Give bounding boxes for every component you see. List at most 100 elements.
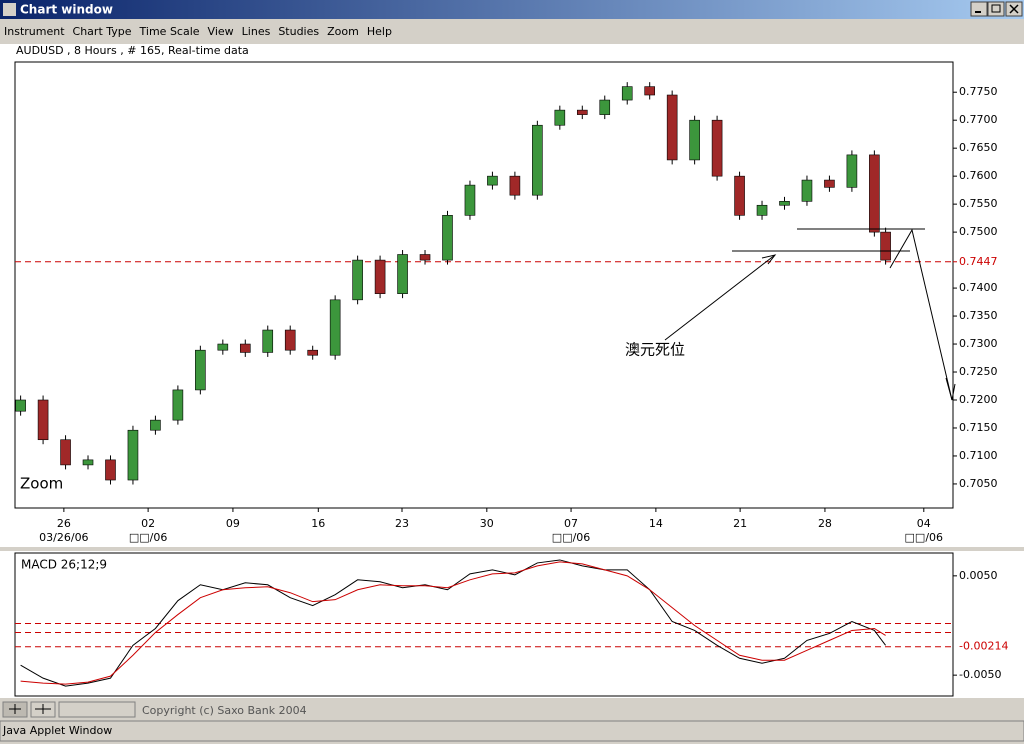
price-chart: AUDUSD , 8 Hours , # 165, Real-time data… [15, 44, 998, 544]
candle-body [105, 459, 116, 481]
menu-item[interactable]: Help [367, 25, 392, 38]
plot-frame [14, 61, 954, 509]
icon [9, 704, 51, 714]
y-tick-label: 0.7350 [959, 309, 998, 322]
candle-body [734, 175, 745, 216]
menu-item[interactable]: Studies [278, 25, 319, 38]
candle-body [801, 179, 813, 202]
y-tick-label: 0.7650 [959, 141, 998, 154]
y-tick-label: -0.0050 [959, 668, 1001, 681]
candle-body [60, 439, 71, 466]
icon [991, 4, 1001, 13]
candle-body [621, 86, 633, 101]
candle-body [37, 399, 49, 441]
minimize-button[interactable] [970, 1, 988, 17]
level-label: -0.00214 [959, 640, 1008, 653]
chart-title: MACD 26;12;9 [21, 558, 107, 572]
menu-bar [0, 22, 1024, 42]
candle-body [239, 343, 251, 353]
candle-body [644, 86, 655, 96]
projection-line [889, 228, 953, 401]
icon [1009, 4, 1019, 14]
y-tick-label: 0.0050 [959, 569, 998, 582]
macd-line [20, 559, 886, 687]
candle-body [195, 349, 206, 391]
candle-body [397, 254, 408, 294]
maximize-button[interactable] [987, 1, 1005, 17]
toolbar [0, 700, 1024, 720]
app-icon [3, 3, 16, 16]
copyright: Copyright (c) Saxo Bank 2004 [142, 704, 307, 717]
candle-body [15, 399, 26, 412]
candle-body [82, 459, 94, 466]
menu-item[interactable]: Chart Type [73, 25, 132, 38]
plot-frame [14, 552, 954, 697]
status-text: Java Applet Window [2, 724, 112, 737]
x-tick-label: 23 [395, 517, 409, 530]
candle-body [217, 343, 229, 351]
y-tick-label: 0.7550 [959, 197, 998, 210]
menu-item[interactable]: Zoom [327, 25, 359, 38]
menu-item[interactable]: View [208, 25, 234, 38]
reference-label: 0.7447 [959, 255, 998, 268]
candle-body [711, 119, 723, 177]
candle-body [464, 184, 476, 216]
window-controls[interactable] [970, 1, 1023, 17]
menu: Instrument Chart Type Time Scale View Lines S… [4, 25, 392, 38]
window-title: Chart window [20, 3, 113, 17]
zoom-label: Zoom [20, 475, 63, 493]
candle-body [824, 179, 835, 188]
x-date-label: 03/26/06 [39, 531, 88, 544]
candle-body [329, 299, 341, 356]
status-bar [0, 720, 1024, 742]
candle-body [869, 154, 880, 233]
arrow-head [945, 377, 956, 401]
candle-body [846, 154, 858, 188]
y-tick-label: 0.7100 [959, 449, 998, 462]
y-tick-label: 0.7500 [959, 225, 998, 238]
x-tick-label: 16 [311, 517, 325, 530]
candle-body [262, 329, 274, 353]
candle-body [689, 119, 700, 161]
annotation-arrow [664, 254, 776, 341]
y-tick-label: 0.7700 [959, 113, 998, 126]
candle-body [352, 259, 363, 301]
price-panel [0, 44, 1024, 547]
x-tick-label: 21 [733, 517, 747, 530]
x-tick-label: 14 [649, 517, 663, 530]
candle-body [419, 254, 431, 261]
menu-item[interactable]: Instrument [4, 25, 65, 38]
y-tick-label: 0.7750 [959, 85, 998, 98]
candle-body [284, 329, 296, 351]
candle-body [307, 349, 318, 356]
macd-chart: MACD 26;12;9 0.0050 -0.0050 -0.00214 [15, 558, 1008, 687]
menu-item[interactable]: Time Scale [139, 25, 200, 38]
x-tick-label: 07 [564, 517, 578, 530]
x-tick-label: 30 [480, 517, 494, 530]
chart-title: AUDUSD , 8 Hours , # 165, Real-time data [16, 44, 249, 57]
candle-body [666, 94, 678, 161]
y-tick-label: 0.7150 [959, 421, 998, 434]
candle-body [599, 99, 611, 115]
candle-body [576, 109, 588, 115]
x-tick-label: 26 [57, 517, 71, 530]
annotation: 澳元死位 [625, 341, 685, 359]
menu-item[interactable]: Lines [242, 25, 271, 38]
arrow-head [761, 254, 777, 265]
candle-body [554, 109, 566, 126]
candle-body [374, 259, 386, 294]
drawn-lines [664, 228, 956, 401]
y-tick-label: 0.7600 [959, 169, 998, 182]
candle-body [532, 124, 543, 196]
candle-body [779, 201, 790, 206]
x-tick-label: 04 [917, 517, 931, 530]
candle-body [880, 231, 891, 261]
candle-body [150, 419, 161, 431]
x-tick-label: 02 [141, 517, 155, 530]
x-date-label: □□/06 [905, 531, 944, 544]
candle-body [756, 204, 768, 216]
macd-panel [0, 551, 1024, 698]
y-tick-label: 0.7250 [959, 365, 998, 378]
